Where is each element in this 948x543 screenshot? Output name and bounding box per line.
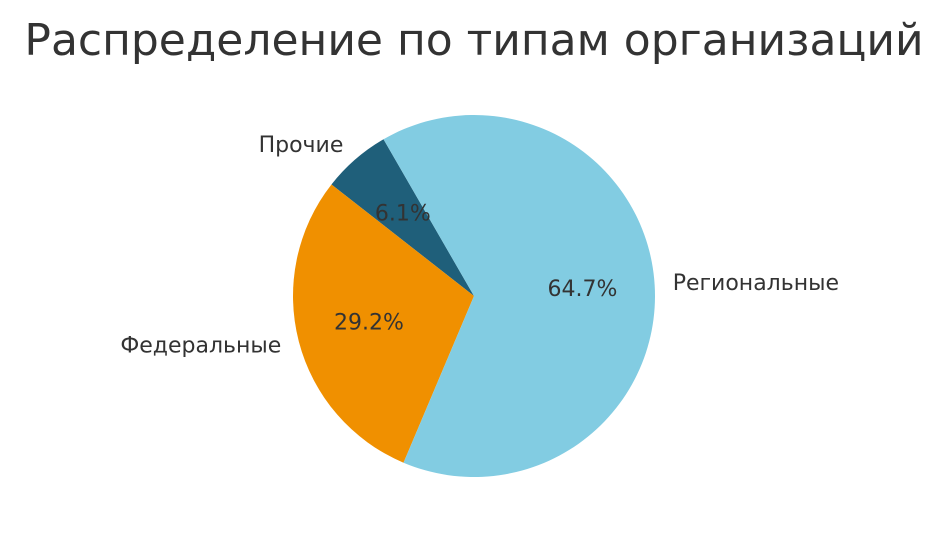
pie-slice-percent-label: 64.7% — [547, 277, 617, 302]
pie-slice-2 — [383, 115, 656, 478]
pie-slices — [293, 115, 656, 478]
pie-labels: 6.1% Прочие 29.2% Федеральные 64.7% Региональ… — [120, 133, 839, 358]
chart-title: Распределение по типам организаций — [24, 15, 923, 66]
pie-slice-0 — [331, 139, 474, 296]
pie-slice-category-label: Прочие — [259, 133, 344, 158]
pie-slice-1 — [293, 184, 474, 463]
pie-slice-category-label: Федеральные — [120, 333, 281, 358]
pie-slice-percent-label: 29.2% — [334, 311, 404, 336]
pie-slice-percent-label: 6.1% — [375, 202, 431, 227]
pie-slice-category-label: Региональные — [673, 271, 839, 296]
